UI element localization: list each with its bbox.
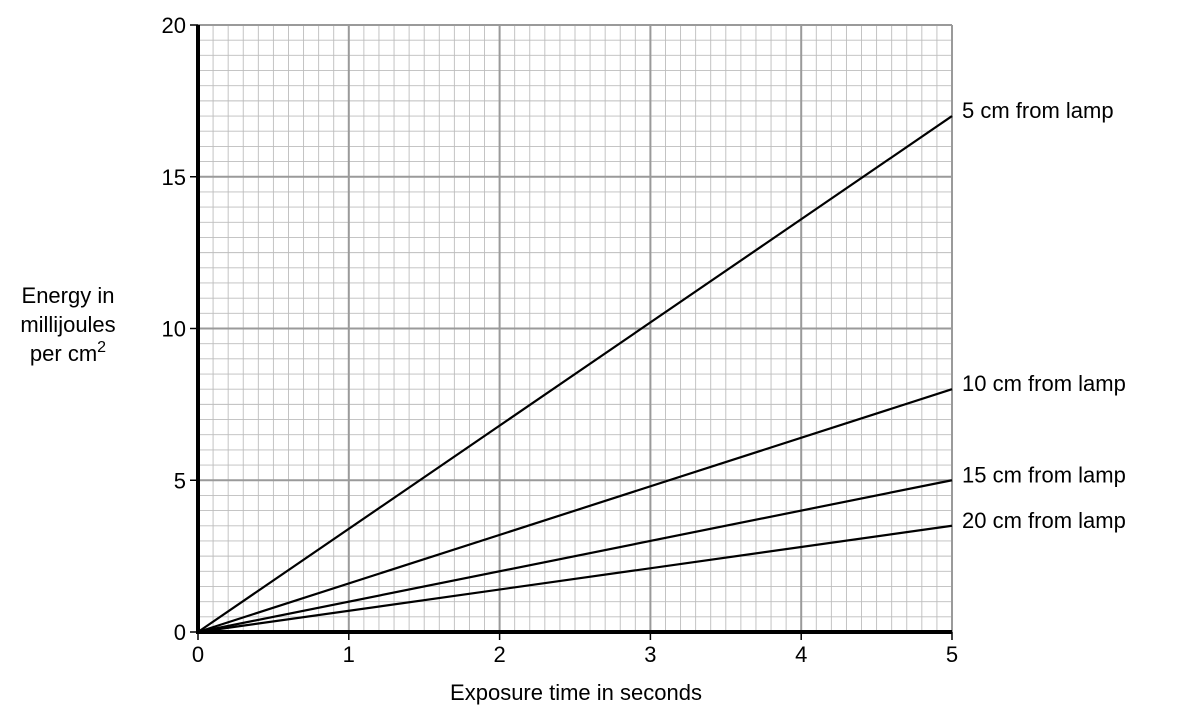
x-tick-label: 2 xyxy=(493,642,505,667)
series-label: 5 cm from lamp xyxy=(962,98,1114,123)
series-labels: 5 cm from lamp 10 cm from lamp 15 cm from … xyxy=(962,98,1126,533)
y-tick-label: 10 xyxy=(162,317,186,342)
x-axis-label: Exposure time in seconds xyxy=(450,680,702,705)
y-axis-label: Energy in millijoules per cm2 xyxy=(20,283,115,366)
series-line xyxy=(197,115,953,633)
series-label: 10 cm from lamp xyxy=(962,371,1126,396)
x-tick-label: 4 xyxy=(795,642,807,667)
series-line xyxy=(197,479,953,634)
axes xyxy=(190,24,953,640)
x-tick-label: 0 xyxy=(192,642,204,667)
y-axis-label-superscript: 2 xyxy=(97,339,106,356)
y-tick-label: 0 xyxy=(174,620,186,645)
x-tick-label: 3 xyxy=(644,642,656,667)
y-axis-label-unit: per cm xyxy=(30,341,97,366)
x-tick-label: 5 xyxy=(946,642,958,667)
y-axis-label-line-1: Energy in xyxy=(22,283,115,308)
y-tick-label: 15 xyxy=(162,165,186,190)
x-tick-label: 1 xyxy=(343,642,355,667)
y-axis-label-line-2: millijoules xyxy=(20,312,115,337)
y-tick-label: 20 xyxy=(162,13,186,38)
series-line xyxy=(197,388,953,634)
series-lines xyxy=(197,115,953,634)
tick-labels: 0 1 2 3 4 5 0 5 10 15 20 xyxy=(162,13,959,667)
y-axis-label-line-3: per cm2 xyxy=(30,339,106,366)
series-label: 15 cm from lamp xyxy=(962,462,1126,487)
series-label: 20 cm from lamp xyxy=(962,508,1126,533)
y-tick-label: 5 xyxy=(174,468,186,493)
series-line xyxy=(197,524,953,634)
